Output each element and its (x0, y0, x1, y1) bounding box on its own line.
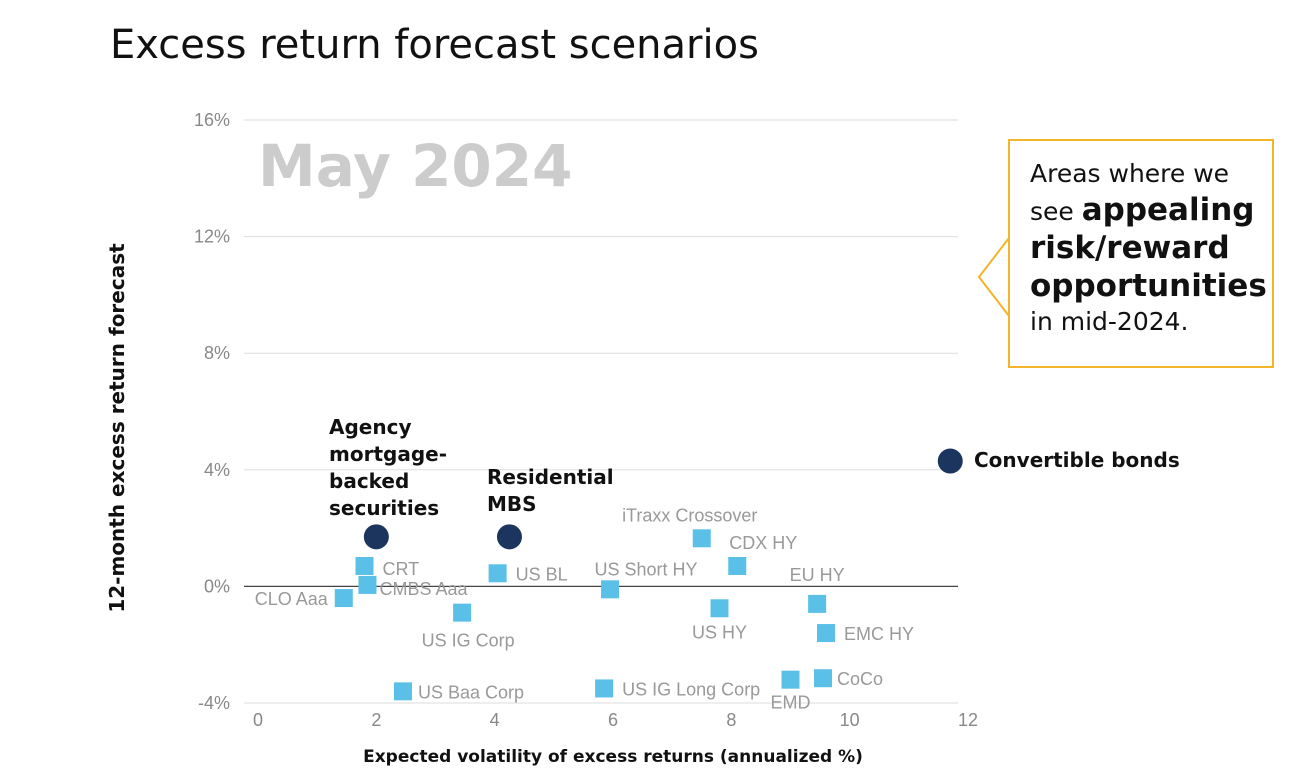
data-point-square (710, 599, 729, 618)
x-tick-label: 12 (958, 710, 978, 730)
data-point-square (355, 556, 374, 575)
callout-emphasis-2: risk/reward (1030, 230, 1230, 266)
x-tick-label: 6 (608, 710, 618, 730)
y-tick-label: 16% (194, 110, 230, 130)
chart-watermark: May 2024 (258, 132, 573, 200)
y-axis-label: 12-month excess return forecast (105, 243, 129, 613)
highlight-point-label: Residential (487, 465, 614, 489)
data-point-square (808, 594, 827, 613)
callout-text: Areas where we see appealing risk/reward… (1030, 157, 1274, 339)
data-point-circle (937, 448, 963, 474)
y-tick-label: -4% (198, 693, 230, 713)
data-point-square (781, 670, 800, 689)
callout-line-2: see appealing (1030, 191, 1274, 229)
data-point-square (358, 575, 377, 594)
data-point-square (692, 529, 711, 548)
data-point-label: US BL (516, 564, 568, 584)
x-axis-ticks: 0 2 4 6 8 10 12 (253, 710, 978, 730)
data-point-square (814, 669, 833, 688)
callout-see: see (1030, 197, 1082, 226)
highlight-point-label: securities (329, 496, 439, 520)
x-tick-label: 2 (371, 710, 381, 730)
x-tick-label: 0 (253, 710, 263, 730)
point-labels: Agency mortgage-backed securities Residenti… (255, 415, 1180, 713)
highlight-point-label: Convertible bonds (974, 448, 1180, 472)
data-point-square (601, 580, 620, 599)
data-point-square (393, 682, 412, 701)
callout-line-end: in mid-2024. (1030, 307, 1189, 336)
highlight-point-label: Agency (329, 415, 412, 439)
x-tick-label: 10 (840, 710, 860, 730)
data-point-label: iTraxx Crossover (622, 505, 757, 525)
data-point-label: CRT (383, 559, 420, 579)
y-tick-label: 0% (204, 576, 230, 596)
x-axis-label: Expected volatility of excess returns (a… (363, 747, 863, 767)
callout-box: Areas where we see appealing risk/reward… (1008, 139, 1274, 368)
callout-line-1: Areas where we (1030, 159, 1230, 188)
data-point-square (334, 589, 353, 608)
grid-lines (244, 119, 958, 704)
highlight-point-label: backed (329, 469, 409, 493)
data-point-square (488, 564, 507, 583)
data-point-label: EU HY (790, 565, 845, 585)
y-tick-label: 12% (194, 227, 230, 247)
data-point-square (453, 603, 472, 622)
data-point-label: CLO Aaa (255, 589, 329, 609)
highlight-point-label: MBS (487, 492, 537, 516)
data-point-label: CoCo (837, 669, 883, 689)
callout-emphasis-3: opportunities (1030, 268, 1267, 304)
highlight-point-label: mortgage- (329, 442, 447, 466)
data-points (334, 448, 963, 701)
x-tick-label: 4 (490, 710, 500, 730)
data-point-square (595, 679, 614, 698)
y-tick-label: 4% (204, 460, 230, 480)
y-axis-ticks: -4% 0% 4% 8% 12% 16% (194, 110, 230, 713)
data-point-label: EMD (771, 693, 811, 713)
page-title: Excess return forecast scenarios (110, 22, 759, 68)
callout-emphasis-1: appealing (1081, 192, 1255, 228)
data-point-label: US Baa Corp (418, 682, 524, 702)
data-point-label: CDX HY (729, 533, 797, 553)
data-point-label: CMBS Aaa (379, 579, 468, 599)
x-tick-label: 8 (726, 710, 736, 730)
data-point-label: US HY (692, 622, 747, 642)
data-point-label: EMC HY (844, 624, 914, 644)
data-point-square (728, 556, 747, 575)
data-point-square (817, 624, 835, 643)
data-point-label: US IG Long Corp (622, 679, 760, 699)
data-point-label: US IG Corp (422, 631, 515, 651)
data-point-circle (496, 524, 522, 550)
data-point-circle (363, 524, 389, 550)
y-tick-label: 8% (204, 343, 230, 363)
data-point-label: US Short HY (595, 559, 698, 579)
callout-pointer-icon (977, 237, 1010, 317)
